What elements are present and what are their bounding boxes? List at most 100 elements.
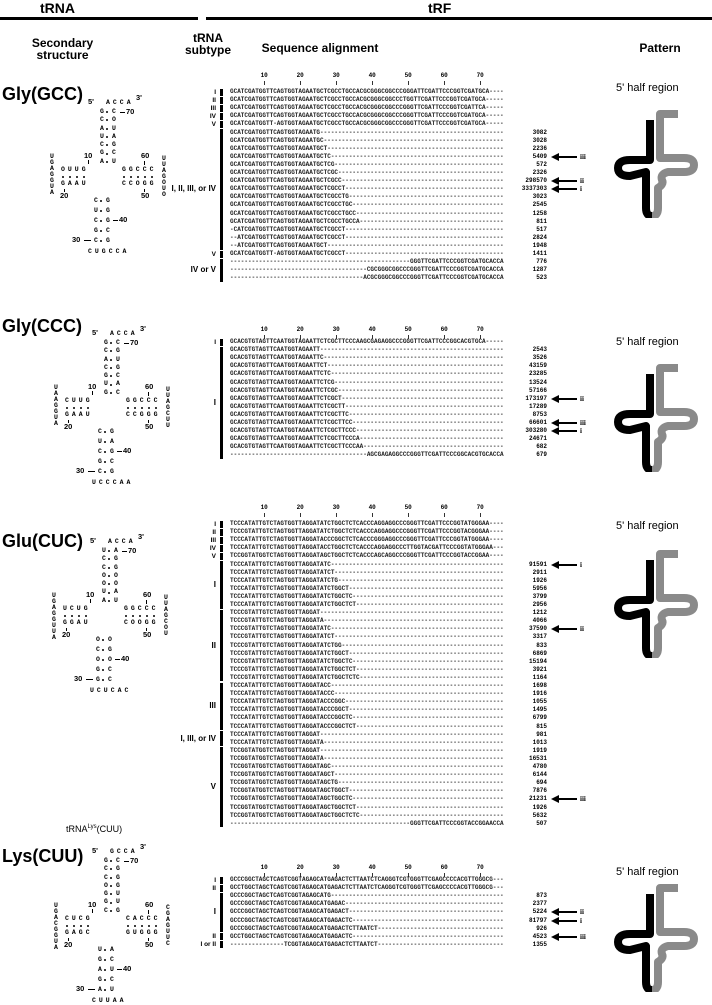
subtype-bar: [220, 561, 223, 609]
trna-name: Gly(GCC): [2, 84, 83, 104]
acceptor-stem-5prime: UCCOOUA: [102, 547, 106, 604]
base-pair-dot: [139, 615, 141, 617]
subtype-label: III: [210, 104, 216, 112]
base-pair-dot: [78, 615, 80, 617]
aligned-sequence: GCATCGATGGTTCAGTGGTAGAATGCTCGC----------…: [230, 169, 504, 176]
position-50: 50: [145, 422, 154, 431]
pattern-label: 5' half region: [616, 520, 679, 532]
acceptor-stem-3prime: COUAGCU: [112, 108, 116, 165]
base-pair-dot: [127, 407, 129, 409]
read-count: 16531: [528, 754, 547, 762]
position-60: 60: [143, 590, 152, 599]
five-prime-half: [614, 120, 654, 218]
subtype-label: I, II, III, or IV: [171, 184, 216, 194]
position-tick: [88, 471, 95, 472]
fragment-marker: iii: [580, 419, 586, 427]
read-count: 572: [536, 160, 547, 168]
subtype-bar: [220, 682, 223, 731]
anticodon-stem-5prime: CUCGC: [94, 197, 98, 244]
trf-header: tRF: [428, 0, 452, 16]
read-count: 1212: [532, 609, 547, 617]
pattern-heading: Pattern: [639, 41, 681, 55]
position-30: 30: [74, 674, 83, 683]
position-50: 50: [145, 940, 154, 949]
fragment-marker: i: [580, 560, 582, 569]
pattern-label: 5' half region: [616, 336, 679, 348]
aligned-sequence: GCACGTGTAGTTCAATGGTAGAATTCT-------------…: [230, 362, 504, 370]
position-tick: [90, 599, 91, 603]
aligned-sequence: GCATCGATGGTT-AGTGGTAGAATGCTCGCCT--------…: [230, 250, 504, 257]
base-pair-dot: [106, 111, 108, 113]
subtype-bar: [220, 609, 223, 682]
base-pair-dot: [102, 649, 104, 651]
position-tick: [84, 240, 91, 241]
read-count: 2326: [532, 169, 547, 176]
base-pair-dot: [108, 591, 110, 594]
aligned-sequence: GCATCGATGGTTCAGTGGTAGAATGCT-------------…: [230, 144, 504, 152]
acceptor-stem-5prime: GCCOGGC: [104, 857, 108, 914]
base-pair-dot: [125, 615, 127, 617]
aligned-sequence: GCCCGGCTAGCTCAGTCGGTAGAGCATGAGACTCTTAATC…: [230, 876, 504, 883]
subtype-bar: [220, 520, 223, 528]
secondary-structure: 5' GCCA 3' GCCOGGC CGGGUUG 70 10 CUCG GAGC UGACGG…: [54, 843, 170, 1005]
ruler-tick: [336, 335, 338, 339]
d-stem-top: UCUG: [63, 605, 91, 612]
acceptor-stem-3prime: CGGGUUG: [116, 857, 120, 914]
aligned-sequence: TCCCATATTGTCTAGTGGTTAGGATA--------------…: [230, 738, 504, 746]
base-pair-dot: [104, 461, 106, 463]
base-pair-dot: [153, 615, 155, 617]
subtype-bar: [220, 747, 223, 828]
ruler-tick-label: 50: [404, 72, 412, 79]
aligned-sequence: TCCGGTATGGTCTAGTGGTTAGGATAGC------------…: [230, 763, 504, 770]
ruler-tick: [480, 335, 482, 339]
arrow-left-icon: [551, 185, 577, 194]
base-pair-dot: [108, 574, 110, 577]
trna-half-pattern-icon: [614, 110, 698, 218]
read-count: 1948: [532, 241, 547, 249]
ruler-tick: [444, 81, 446, 85]
aligned-sequence: --ATCGATGGTTCAGTGGTAGAATGCTCGCCT--------…: [230, 233, 504, 241]
read-count: 7876: [532, 787, 547, 795]
arrow-left-icon: [551, 560, 577, 569]
subtype-label: III: [209, 701, 216, 711]
base-pair-dot: [155, 925, 157, 927]
three-prime-label: 3': [136, 93, 142, 102]
read-count: 3317: [532, 633, 547, 641]
read-count: 8753: [532, 410, 547, 418]
ruler-tick: [444, 513, 446, 517]
ruler-tick-label: 40: [368, 72, 376, 79]
arrow-left-icon: [551, 908, 577, 917]
d-stem-top: CUUG: [65, 397, 93, 404]
base-pair-dot: [144, 176, 146, 178]
base-pair-dot: [104, 979, 106, 981]
ruler-tick-label: 10: [260, 864, 268, 871]
aligned-sequence: ----------------------------------------…: [230, 819, 504, 827]
position-20: 20: [64, 940, 73, 949]
read-count: 2543: [532, 346, 547, 354]
aligned-sequence: GCATCGATGGTTCAGTGGTAGAATGCTCGCCTGCC-----…: [230, 209, 504, 217]
ruler-tick: [480, 81, 482, 85]
subtype-label: I: [213, 397, 216, 407]
anticodon-stem-3prime: GGGCG: [106, 197, 110, 244]
subtype-label: I: [214, 338, 216, 346]
ruler-tick-label: 30: [332, 504, 340, 511]
base-pair-dot: [104, 471, 106, 473]
read-count: 811: [536, 217, 547, 225]
aligned-sequence: GCACGTGTAGTTCAATGGTAGAATTCTCG-----------…: [230, 378, 504, 386]
aligned-sequence: GCATCGATGGTTCAGTGGTAGAATGC--------------…: [230, 136, 504, 144]
read-count: 5224: [532, 908, 547, 916]
position-tick: [148, 910, 149, 914]
ruler-tick: [264, 335, 266, 339]
subtype-bar: [220, 346, 223, 459]
read-count: 682: [536, 443, 547, 451]
ruler-tick-label: 40: [368, 504, 376, 511]
base-pair-dot: [106, 144, 108, 147]
base-pair-dot: [110, 366, 112, 369]
position-30: 30: [72, 235, 81, 244]
base-pair-dot: [110, 868, 112, 871]
base-pair-dot: [110, 893, 112, 896]
position-40: 40: [123, 446, 132, 455]
three-prime-half: [651, 550, 698, 658]
d-stem-bottom: GAGC: [65, 929, 93, 936]
base-pair-dot: [108, 550, 110, 552]
